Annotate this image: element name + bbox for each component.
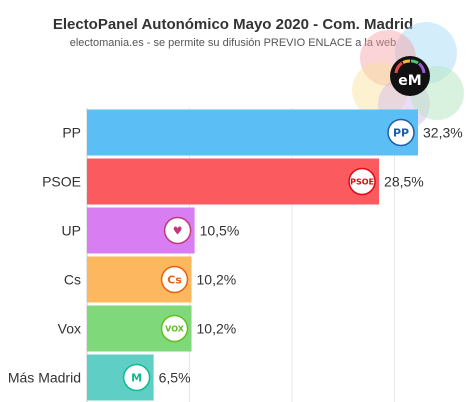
party-logo-badge — [163, 216, 192, 245]
party-logo-text: PSOE — [350, 178, 374, 187]
em-arc-icon — [394, 59, 426, 74]
chart-title: ElectoPanel Autonómico Mayo 2020 - Com. … — [52, 16, 414, 33]
category-label: Cs — [64, 272, 81, 288]
value-label: 32,3% — [423, 125, 463, 141]
chart-subtitle: electomania.es - se permite su difusión … — [69, 37, 397, 49]
party-logo-badge — [160, 314, 189, 343]
party-logo-badge — [348, 167, 376, 196]
party-logo-badge — [122, 363, 151, 392]
party-logo-badge — [387, 118, 415, 147]
chart-grid — [86, 108, 395, 402]
category-label: PSOE — [42, 174, 81, 190]
party-logo-text: Cs — [167, 274, 182, 287]
value-label: 10,2% — [197, 321, 237, 337]
category-label: Más Madrid — [8, 370, 81, 386]
bar — [87, 158, 380, 205]
em-logo-text: eM — [398, 73, 422, 89]
party-logo-text: VOX — [165, 325, 185, 334]
em-logo-badge: eM — [390, 56, 430, 96]
value-label: 10,5% — [200, 223, 240, 239]
bar — [87, 109, 418, 156]
party-logo-badge — [160, 265, 189, 294]
category-label: UP — [62, 223, 81, 239]
party-logo-text: PP — [393, 127, 409, 140]
value-label: 10,2% — [197, 272, 237, 288]
value-label: 28,5% — [384, 174, 424, 190]
category-label: PP — [62, 125, 81, 141]
chart-bars: PP PP 32,3% PSOE PSOE 28,5% UP ♥ 10,5% Cs Cs 10,2% V… — [8, 109, 463, 401]
category-label: Vox — [58, 321, 81, 337]
party-logo-text: M — [131, 372, 142, 385]
party-logo-text: ♥ — [173, 225, 183, 238]
value-label: 6,5% — [159, 370, 191, 386]
